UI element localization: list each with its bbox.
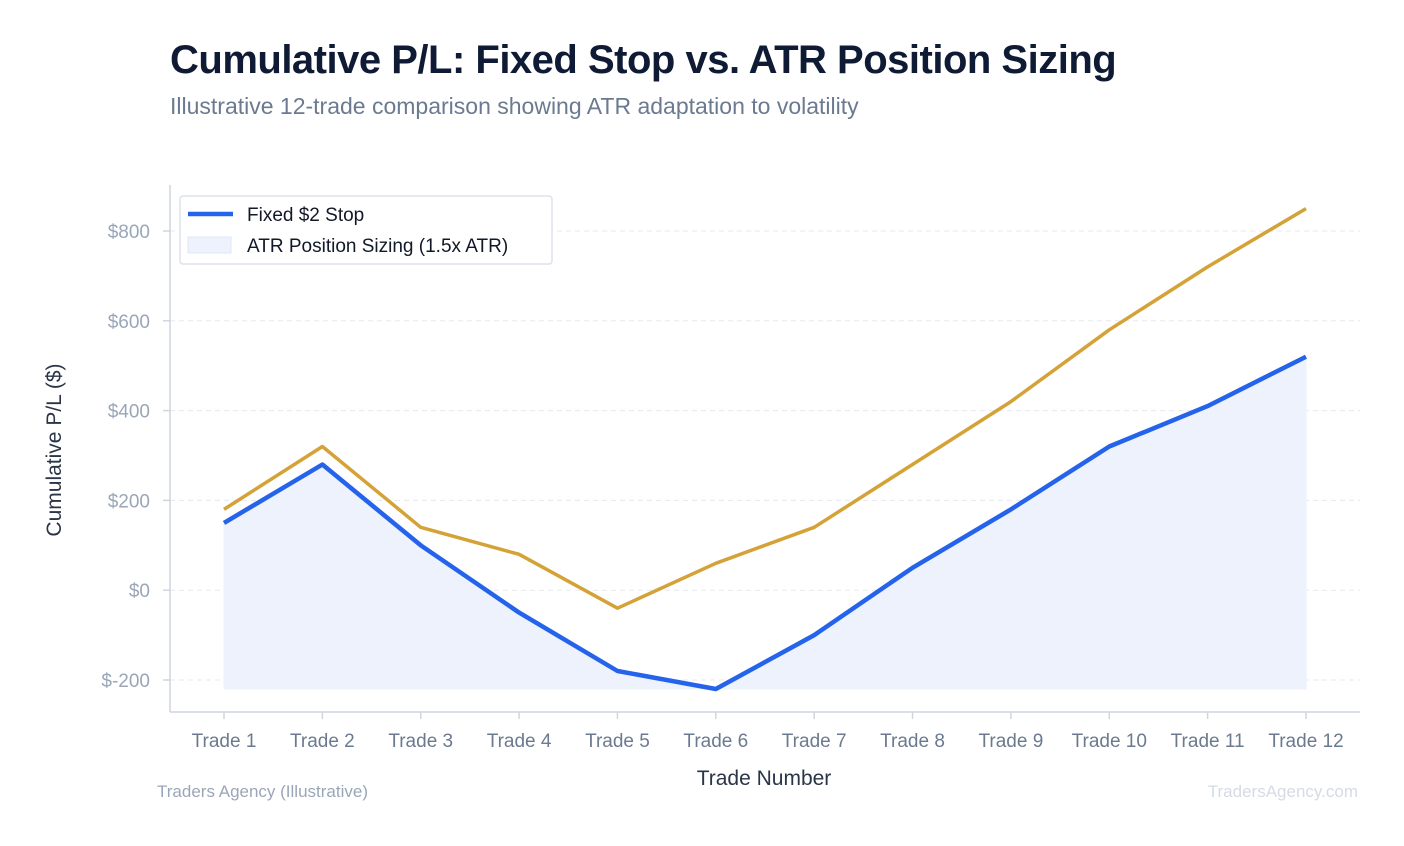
x-tick-label: Trade 6: [683, 731, 748, 752]
x-tick-label: Trade 10: [1072, 731, 1147, 752]
x-tick-label: Trade 1: [192, 731, 257, 752]
footer-watermark: TradersAgency.com: [1208, 782, 1358, 801]
legend: Fixed $2 Stop ATR Position Sizing (1.5x …: [179, 195, 553, 265]
legend-label-atr-position-sizing: ATR Position Sizing (1.5x ATR): [247, 236, 508, 257]
x-tick-label: Trade 9: [979, 731, 1044, 752]
x-tick-label: Trade 11: [1171, 731, 1245, 752]
y-tick-label: $800: [108, 222, 150, 243]
y-tick-label: $-200: [101, 671, 150, 692]
y-axis-label: Cumulative P/L ($): [43, 363, 66, 536]
chart-title: Cumulative P/L: Fixed Stop vs. ATR Posit…: [170, 38, 1117, 82]
y-tick-label: $400: [108, 402, 150, 423]
x-axis-label: Trade Number: [697, 767, 832, 790]
y-tick-label: $200: [108, 491, 150, 512]
x-tick-label: Trade 4: [487, 731, 552, 752]
y-tick-label: $600: [108, 312, 150, 333]
fixed-stop-area-fill: [223, 355, 1307, 690]
fixed-stop-line: [222, 354, 1308, 692]
y-tick-labels: $-200 $0 $200 $400 $600 $800: [101, 222, 170, 692]
x-tick-label: Trade 2: [290, 731, 355, 752]
axes: [169, 185, 1360, 713]
legend-swatch-atr-position-sizing: [187, 236, 232, 254]
legend-label-fixed-stop: Fixed $2 Stop: [247, 205, 364, 226]
x-tick-label: Trade 5: [585, 731, 650, 752]
footer-source: Traders Agency (Illustrative): [157, 782, 368, 801]
x-tick-label: Trade 12: [1268, 731, 1343, 752]
chart-subtitle: Illustrative 12-trade comparison showing…: [170, 93, 859, 119]
atr-position-sizing-line: [223, 207, 1307, 610]
x-tick-label: Trade 8: [880, 731, 945, 752]
x-tick-labels: Trade 1 Trade 2 Trade 3 Trade 4 Trade 5 Trade…: [192, 712, 1344, 752]
legend-box: [179, 195, 553, 265]
x-tick-label: Trade 7: [782, 731, 847, 752]
x-tick-label: Trade 3: [388, 731, 453, 752]
y-tick-label: $0: [129, 581, 150, 602]
